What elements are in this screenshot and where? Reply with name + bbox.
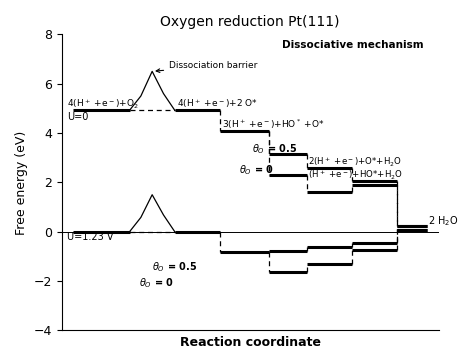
Text: $\theta_O$ = 0.5: $\theta_O$ = 0.5: [252, 142, 297, 156]
X-axis label: Reaction coordinate: Reaction coordinate: [180, 336, 321, 349]
Text: 4(H$^+$ +e$^-$)+2 O*: 4(H$^+$ +e$^-$)+2 O*: [177, 98, 258, 110]
Text: 4(H$^+$ +e$^-$)+O$_2$: 4(H$^+$ +e$^-$)+O$_2$: [67, 97, 139, 111]
Text: $\theta_O$ = 0: $\theta_O$ = 0: [239, 163, 274, 177]
Text: 2(H$^+$ +e$^-$)+O*+H$_2$O: 2(H$^+$ +e$^-$)+O*+H$_2$O: [308, 155, 401, 169]
Text: U=0: U=0: [67, 112, 89, 122]
Text: 3(H$^+$ +e$^-$)+HO$^*$ +O*: 3(H$^+$ +e$^-$)+HO$^*$ +O*: [222, 118, 325, 131]
Y-axis label: Free energy (eV): Free energy (eV): [15, 130, 28, 234]
Title: Oxygen reduction Pt(111): Oxygen reduction Pt(111): [161, 15, 340, 29]
Text: $\theta_O$ = 0.5: $\theta_O$ = 0.5: [152, 260, 197, 274]
Text: U=1.23 V: U=1.23 V: [67, 232, 114, 242]
Text: (H$^+$ +e$^-$)+HO*+H$_2$O: (H$^+$ +e$^-$)+HO*+H$_2$O: [308, 169, 402, 182]
Text: 2 H$_2$O: 2 H$_2$O: [428, 214, 459, 228]
Text: $\theta_O$ = 0: $\theta_O$ = 0: [139, 277, 174, 290]
Text: Dissociation barrier: Dissociation barrier: [156, 62, 257, 72]
Text: Dissociative mechanism: Dissociative mechanism: [283, 40, 424, 51]
